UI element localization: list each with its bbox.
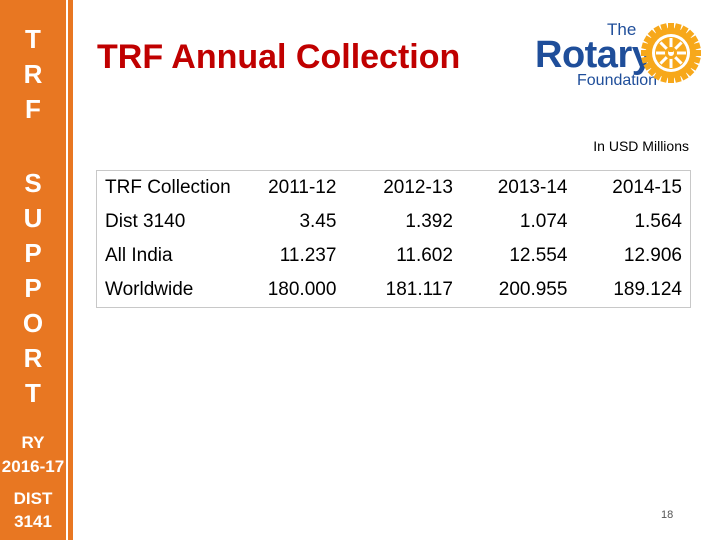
- table-cell: 1.392: [405, 211, 453, 232]
- table-cell: 11.237: [279, 245, 337, 266]
- table-cell: 200.955: [498, 279, 568, 300]
- sidebar-ry-year: 2016-17: [1, 457, 65, 476]
- sidebar-letter: P: [24, 273, 42, 303]
- sidebar-ry-label: RY: [21, 433, 45, 452]
- sidebar-divider: [68, 0, 73, 540]
- sidebar-letter: U: [23, 203, 43, 233]
- table-header-cell: 2013-14: [497, 177, 568, 198]
- table-header-cell: 2012-13: [383, 177, 453, 198]
- sidebar-letter: R: [23, 343, 43, 373]
- table-header-cell: 2011-12: [268, 177, 337, 198]
- sidebar-letter: S: [24, 168, 42, 198]
- table-row: Worldwide 180.000 181.117 200.955 189.12…: [97, 273, 691, 308]
- sidebar-dist-label: DIST: [13, 489, 53, 508]
- collection-table: TRF Collection 2011-12 2012-13 2013-14 2…: [96, 170, 691, 308]
- table-cell: 189.124: [613, 279, 682, 300]
- table-row: All India 11.237 11.602 12.554 12.906: [97, 239, 691, 273]
- sidebar-letter: T: [25, 24, 41, 54]
- table-cell: 12.906: [623, 245, 682, 266]
- sidebar-letter: P: [24, 238, 42, 268]
- table-cell: 181.117: [385, 279, 453, 300]
- table-header-cell: TRF Collection: [105, 177, 231, 198]
- table-cell: All India: [105, 245, 173, 266]
- logo-rotary-text: Rotary: [535, 34, 653, 76]
- rotary-wheel-icon: [641, 23, 701, 83]
- table-header-cell: 2014-15: [612, 177, 682, 198]
- table-cell: 11.602: [396, 245, 453, 266]
- table-cell: 1.564: [634, 211, 682, 232]
- slide-title: TRF Annual Collection: [97, 38, 461, 76]
- sidebar-letter: T: [25, 378, 41, 408]
- sidebar-letter: R: [23, 59, 43, 89]
- sidebar-banner: T R F S U P P O R T RY 2016-17 DIST 3141: [0, 0, 66, 540]
- table-row: Dist 3140 3.45 1.392 1.074 1.564: [97, 205, 691, 239]
- sidebar-dist-number: 3141: [14, 512, 52, 531]
- table-cell: 1.074: [519, 211, 568, 232]
- table-cell: Dist 3140: [105, 211, 186, 232]
- table-cell: 12.554: [509, 245, 568, 266]
- page-number: 18: [661, 509, 674, 521]
- sidebar-letter: O: [22, 308, 44, 338]
- table-cell: Worldwide: [105, 279, 194, 300]
- rotary-foundation-logo: The Rotary Foundation: [535, 20, 705, 95]
- sidebar-letter: F: [25, 94, 41, 124]
- table-header-row: TRF Collection 2011-12 2012-13 2013-14 2…: [97, 171, 691, 206]
- table-cell: 3.45: [299, 211, 337, 232]
- logo-the-text: The: [607, 20, 637, 39]
- table-cell: 180.000: [267, 279, 337, 300]
- logo-foundation-text: Foundation: [577, 72, 658, 89]
- units-note: In USD Millions: [593, 138, 689, 154]
